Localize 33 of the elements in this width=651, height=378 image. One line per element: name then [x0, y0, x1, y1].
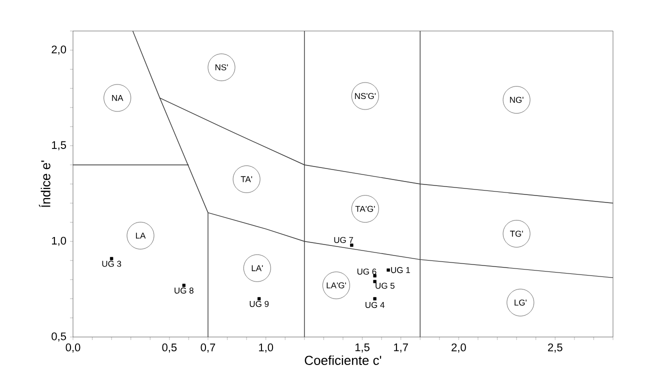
- data-label: UG 9: [250, 300, 269, 307]
- x-tick-label: 1,5: [355, 344, 370, 352]
- data-label: UG 8: [174, 288, 194, 294]
- x-tick-label: 1,7: [394, 344, 408, 352]
- data-label: UG 6: [357, 268, 376, 275]
- x-tick-label: 2,0: [452, 344, 466, 353]
- data-label: UG 4: [366, 302, 384, 308]
- annotation: TG': [510, 230, 523, 237]
- data-label: UG 3: [102, 260, 122, 267]
- annotation: LA: [136, 232, 146, 239]
- data-label: UG 5: [376, 282, 395, 289]
- y-tick-label: 1,5: [52, 141, 66, 150]
- x-tick-label: 0,7: [200, 344, 216, 353]
- y-tick-label: 0,5: [52, 332, 66, 342]
- data-label: UG 7: [334, 236, 354, 243]
- x-tick-label: 0,5: [162, 344, 177, 353]
- data-label: UG 1: [391, 267, 410, 274]
- annotation: LG': [514, 300, 526, 306]
- x-tick-label: 0,0: [66, 344, 80, 353]
- annotation: NS': [215, 64, 228, 70]
- x-tick-label: 2,5: [548, 344, 562, 353]
- annotation: TA': [240, 176, 252, 182]
- y-axis-title: Índice e': [38, 160, 50, 208]
- x-tick-label: 1,0: [259, 344, 274, 353]
- annotation: LA'G': [326, 282, 346, 288]
- y-tick-label: 2,0: [52, 46, 66, 55]
- annotation: LA': [252, 265, 263, 272]
- annotation: NA: [112, 95, 124, 101]
- annotation: NS'G': [355, 93, 376, 100]
- annotation: NG': [510, 96, 524, 103]
- annotation: TA'G': [355, 206, 375, 212]
- x-axis-title: Coeficiente c': [304, 355, 382, 365]
- y-tick-label: 1,0: [52, 236, 66, 246]
